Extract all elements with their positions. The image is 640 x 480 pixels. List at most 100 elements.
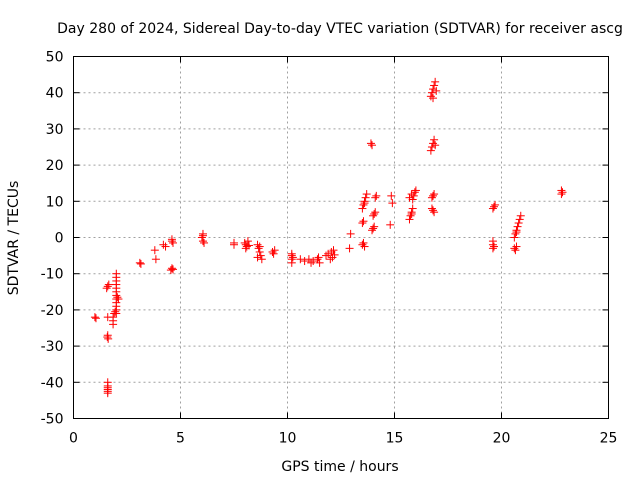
data-point [430,81,439,90]
data-point [430,208,439,217]
data-point [161,242,170,251]
data-point [431,141,440,150]
data-point [429,191,438,200]
x-tick-label: 25 [600,431,618,447]
data-point [513,222,522,231]
data-point [360,242,369,251]
data-point [241,244,250,253]
y-tick-label: -30 [41,339,64,355]
data-point [257,255,266,264]
y-tick-label: -40 [41,375,64,391]
data-point [159,240,168,249]
data-point [429,85,438,94]
data-point [270,246,279,255]
data-point [406,211,415,220]
data-point [240,238,249,247]
data-point [409,191,418,200]
y-tick-label: 40 [46,86,64,102]
data-point [255,242,264,251]
data-point [515,215,524,224]
data-point [135,258,144,267]
data-point [512,228,521,237]
data-point [324,249,333,258]
data-point [253,253,262,262]
data-point [430,190,439,199]
axis-ticks [73,56,609,419]
data-point [359,238,368,247]
data-point [430,135,439,144]
data-point [326,255,335,264]
data-point [314,253,323,262]
data-point [427,193,436,202]
data-point [269,249,278,258]
data-point [242,242,251,251]
data-point [151,255,160,264]
data-point [111,307,120,316]
data-point [287,258,296,267]
data-point [102,284,111,293]
data-point [103,282,112,291]
data-point [368,141,377,150]
data-point [254,244,263,253]
data-point [313,255,322,264]
x-tick-label: 15 [386,431,404,447]
x-tick-label: 5 [176,431,185,447]
data-point [136,259,145,268]
data-point [371,208,380,217]
data-point [309,257,318,266]
data-point [322,251,331,260]
data-point [387,191,396,200]
data-point [405,215,414,224]
data-point [330,250,339,259]
data-point [112,309,121,318]
data-point [307,258,316,267]
data-point [366,139,375,148]
data-point [429,139,438,148]
data-point [490,202,499,211]
data-point [359,217,368,226]
data-point [510,233,519,242]
x-tick-label: 0 [69,431,78,447]
data-point [360,199,369,208]
data-point [345,244,354,253]
data-point [369,224,378,233]
x-tick-label: 10 [279,431,297,447]
data-point [253,240,262,249]
data-point [243,237,252,246]
data-points [90,77,567,398]
data-point [516,211,525,220]
data-point [300,257,309,266]
data-point [408,204,417,213]
data-point [511,246,520,255]
data-point [361,193,370,202]
data-point [113,293,122,302]
data-point [200,238,209,247]
data-point [429,94,438,103]
data-point [103,333,112,342]
data-point [411,186,420,195]
y-tick-label: 30 [46,122,64,138]
data-point [304,255,313,264]
data-point [488,244,497,253]
data-point [372,191,381,200]
data-point [169,265,178,274]
data-point [358,204,367,213]
data-point [346,229,355,238]
data-point [427,143,436,151]
data-point [91,314,100,323]
data-point [407,209,416,218]
x-axis-label: GPS time / hours [281,459,398,475]
data-point [431,77,440,86]
y-tick-label: -20 [41,303,64,319]
data-point [167,235,176,244]
data-point [491,200,500,209]
y-axis-label: SDTVAR / TECUs [6,181,22,296]
y-tick-label: 50 [46,50,64,66]
x-tick-label: 20 [493,431,511,447]
data-point [510,244,519,253]
data-point [512,242,521,251]
data-point [315,258,324,267]
data-point [359,200,368,209]
data-point [557,186,566,195]
